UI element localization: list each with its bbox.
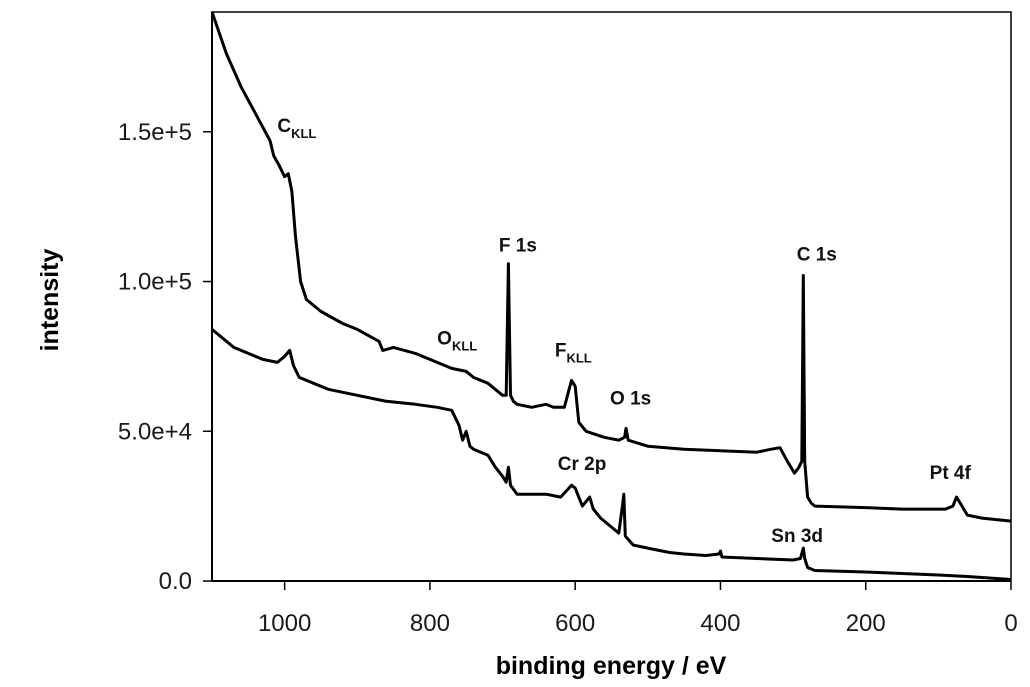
- peak-label: CKLL: [277, 116, 316, 141]
- peak-label: Sn 3d: [771, 526, 823, 547]
- x-ticks: 1000 800 600 400 200 0: [258, 581, 1018, 637]
- x-tick-label: 800: [410, 610, 450, 637]
- x-tick-label: 600: [555, 610, 595, 637]
- plot-frame: [211, 11, 1012, 582]
- peak-label: OKLL: [437, 328, 477, 353]
- peak-label: Cr 2p: [558, 454, 607, 475]
- peak-label: F 1s: [499, 236, 537, 257]
- peak-label: FKLL: [555, 340, 592, 365]
- x-tick-label: 200: [846, 610, 886, 637]
- y-ticks: 0.0 5.0e+4 1.0e+5 1.5e+5: [118, 119, 212, 595]
- y-tick-label: 1.0e+5: [118, 269, 192, 296]
- spectrum-trace-1: [210, 11, 1012, 523]
- y-axis-title: intensity: [36, 249, 64, 352]
- x-axis-title: binding energy / eV: [496, 652, 727, 680]
- x-tick-label: 1000: [258, 610, 311, 637]
- peak-annotations: CKLL F 1s C 1s OKLL FKLL O 1s Cr 2p Pt 4f Sn 3d: [277, 116, 971, 547]
- spectrum-trace-2: [211, 328, 1012, 581]
- peak-label: O 1s: [610, 388, 651, 409]
- y-tick-label: 5.0e+4: [118, 418, 192, 445]
- y-tick-label: 0.0: [159, 568, 192, 595]
- peak-label: C 1s: [797, 245, 837, 266]
- x-tick-label: 400: [700, 610, 740, 637]
- peak-label: Pt 4f: [930, 463, 972, 484]
- traces: [210, 11, 1012, 581]
- y-tick-label: 1.5e+5: [118, 119, 192, 146]
- x-tick-label: 0: [1004, 610, 1017, 637]
